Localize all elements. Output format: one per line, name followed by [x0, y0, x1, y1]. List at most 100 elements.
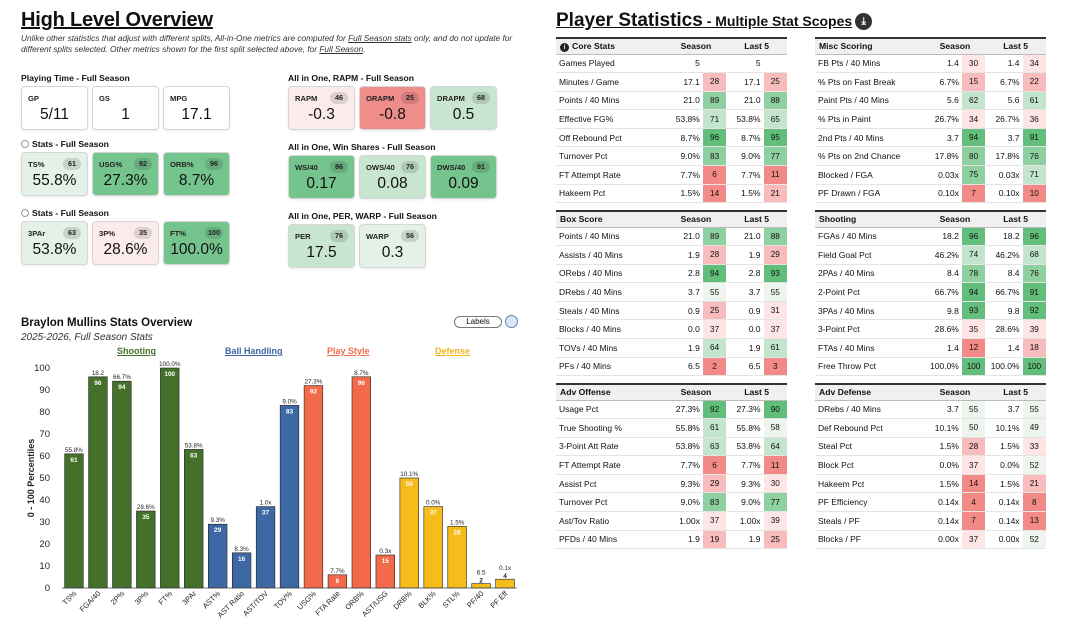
y-tick-label: 10: [39, 561, 50, 572]
chart-bar[interactable]: [279, 405, 300, 589]
last5-value: 21.0: [726, 91, 764, 111]
chart-bar[interactable]: [136, 510, 156, 589]
stat-row: Ast/Tov Ratio 1.00x 37 1.00x 39: [556, 511, 787, 531]
season-value: 1.00x: [665, 511, 703, 531]
chart-bar[interactable]: [351, 376, 371, 589]
season-percentile: 93: [961, 301, 986, 321]
stat-name: Steal Pct: [815, 437, 925, 457]
stat-name: Paint Pts / 40 Mins: [815, 91, 925, 111]
chart-bar[interactable]: [255, 506, 276, 589]
chart-bar[interactable]: [303, 385, 324, 589]
bar-raw-label: 8.7%: [354, 370, 369, 377]
stat-name: True Shooting %: [556, 418, 666, 438]
last5-value: 3.7: [985, 128, 1023, 148]
y-tick-label: 40: [39, 495, 50, 506]
stat-card-label: MPG: [170, 94, 188, 103]
stat-card: DWS/40 0.09 91: [430, 155, 497, 199]
bar-raw-label: 1.0x: [260, 500, 273, 507]
last5-percentile: 13: [1022, 511, 1046, 531]
stat-name: PFDs / 40 Mins: [556, 530, 666, 550]
last5-value: 8.7%: [726, 128, 764, 148]
stat-card-label: TS%: [28, 160, 45, 169]
chart-bar[interactable]: [64, 453, 84, 589]
player-stats-title: Player Statistics - Multiple Stat Scopes…: [556, 10, 873, 32]
last5-percentile: 91: [1022, 128, 1046, 148]
season-percentile: 94: [961, 282, 986, 302]
stat-name: FB Pts / 40 Mins: [815, 54, 925, 74]
x-tick-label: DRB%: [391, 589, 414, 612]
season-value: 28.6%: [924, 319, 962, 340]
season-value: 10.1%: [924, 418, 962, 438]
last5-value: 7.7%: [726, 165, 764, 185]
last5-value: 1.5%: [985, 437, 1023, 457]
bar-percentile-label: 37: [430, 510, 438, 517]
last5-percentile: 8: [1022, 492, 1046, 513]
last5-value: 0.14x: [985, 492, 1023, 513]
chart-group-label: Play Style: [327, 346, 370, 356]
stat-row: DRebs / 40 Mins 3.7 55 3.7 55: [556, 282, 787, 302]
stat-card-percentile: 76: [401, 161, 419, 173]
chart-bar[interactable]: [399, 477, 419, 589]
chart-bar[interactable]: [423, 506, 443, 589]
last5-value: 1.9: [726, 338, 764, 358]
season-percentile: 6: [702, 165, 727, 185]
last5-column-header: Last 5: [985, 210, 1046, 228]
season-column-header: Season: [924, 37, 986, 55]
stat-card: OWS/40 0.08 76: [359, 155, 426, 199]
split-radio[interactable]: [21, 209, 29, 217]
chart-bar[interactable]: [184, 449, 204, 589]
season-column-header: Season: [924, 383, 986, 401]
last5-column-header: Last 5: [726, 210, 787, 228]
full-season-link-2[interactable]: Full Season: [319, 44, 364, 54]
chart-bar[interactable]: [160, 367, 180, 589]
y-tick-label: 70: [39, 429, 50, 440]
stat-card-value: -0.8: [379, 106, 406, 123]
stat-row: FT Attempt Rate 7.7% 6 7.7% 11: [556, 455, 787, 475]
info-icon[interactable]: i: [560, 42, 569, 52]
last5-value: 9.8: [985, 301, 1023, 321]
chart-bar[interactable]: [495, 578, 515, 589]
last5-percentile: 52: [1022, 455, 1046, 475]
last5-value: 26.7%: [985, 109, 1023, 129]
x-tick-label: AST/TOV: [241, 589, 270, 618]
season-value: 27.3%: [665, 400, 703, 420]
stat-card: DRAPM 0.5 68: [430, 86, 497, 130]
last5-column-header: Last 5: [985, 383, 1046, 401]
stat-row: PF Efficiency 0.14x 4 0.14x 8: [815, 492, 1046, 513]
stat-name: ORebs / 40 Mins: [556, 264, 666, 284]
overview-group-label: All in One, RAPM - Full Season: [288, 73, 415, 83]
labels-toggle-switch[interactable]: [505, 315, 518, 328]
chart-bar[interactable]: [112, 380, 132, 589]
season-value: 2.8: [665, 264, 703, 284]
stat-card: 3P% 28.6% 35: [92, 221, 159, 265]
season-value: 1.5%: [665, 184, 703, 204]
season-column-header: Season: [924, 210, 986, 228]
season-percentile: 96: [961, 227, 986, 247]
stat-name: 3-Point Att Rate: [556, 437, 666, 457]
season-value: 6.7%: [924, 72, 962, 92]
chart-bar[interactable]: [88, 376, 108, 589]
full-season-link[interactable]: Full Season stats: [348, 33, 412, 43]
download-icon[interactable]: ⤓: [855, 13, 873, 30]
stat-card-percentile: 96: [205, 158, 223, 170]
season-percentile: 6: [702, 455, 727, 475]
stat-row: ORebs / 40 Mins 2.8 94 2.8 93: [556, 264, 787, 284]
split-radio[interactable]: [21, 140, 29, 148]
stat-row: Free Throw Pct 100.0% 100 100.0% 100: [815, 357, 1046, 377]
overview-group-label: Playing Time - Full Season: [21, 73, 130, 83]
stat-card: PER 17.5 76: [288, 224, 355, 268]
last5-value: 1.9: [726, 245, 764, 265]
stat-name: FGAs / 40 Mins: [815, 227, 925, 247]
last5-percentile: 18: [1022, 338, 1046, 358]
last5-percentile: 22: [1022, 72, 1046, 92]
last5-percentile: 11: [763, 455, 787, 475]
season-percentile: [702, 54, 727, 74]
last5-value: 0.00x: [985, 530, 1023, 550]
y-tick-label: 60: [39, 451, 50, 462]
stat-card-value: -0.3: [308, 106, 335, 123]
season-percentile: 37: [702, 319, 727, 340]
stat-name: Free Throw Pct: [815, 357, 925, 377]
labels-toggle-button[interactable]: Labels: [454, 316, 502, 328]
x-tick-label: ORB%: [343, 589, 366, 612]
stat-card-value: 17.1: [181, 106, 212, 123]
